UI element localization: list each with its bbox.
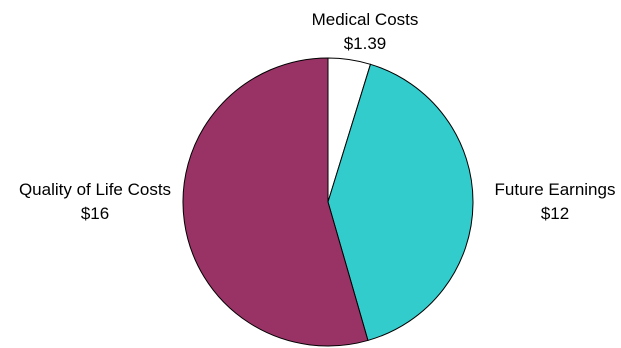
slice-label-value: $16 [81, 204, 109, 223]
slice-label-value: $12 [541, 204, 569, 223]
pie-slice-future-earnings [327, 63, 474, 342]
pie-slices [182, 57, 474, 347]
slice-label-future-earnings: Future Earnings $12 [495, 180, 616, 223]
slice-label-value: $1.39 [344, 34, 387, 53]
slice-label-name: Medical Costs [312, 10, 419, 29]
slice-label-medical-costs: Medical Costs $1.39 [312, 10, 419, 53]
slice-label-name: Future Earnings [495, 180, 616, 199]
slice-label-name: Quality of Life Costs [19, 180, 171, 199]
slice-label-quality-of-life-costs: Quality of Life Costs $16 [19, 180, 171, 223]
pie-slice-quality-of-life-costs [182, 57, 369, 347]
